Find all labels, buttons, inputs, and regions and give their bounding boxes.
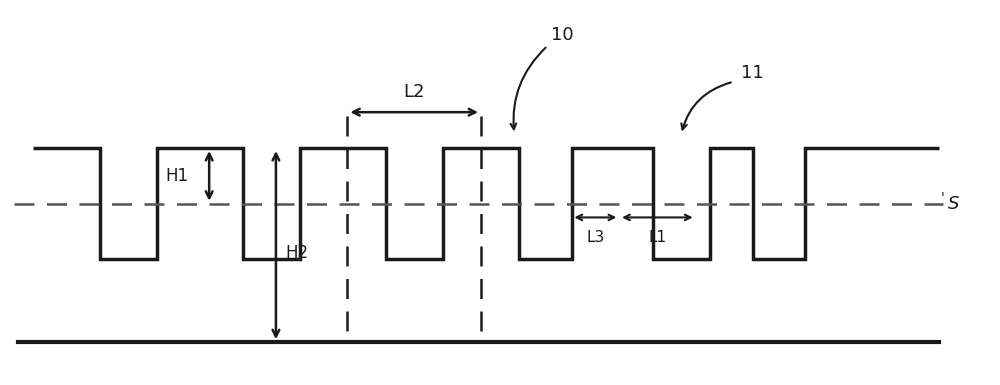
Text: S: S xyxy=(948,194,960,213)
Text: H2: H2 xyxy=(285,244,309,263)
Text: ': ' xyxy=(941,191,944,205)
Text: H1: H1 xyxy=(165,167,188,185)
Text: 10: 10 xyxy=(551,26,573,44)
Text: L2: L2 xyxy=(403,83,425,101)
Text: L3: L3 xyxy=(586,229,604,244)
Text: L1: L1 xyxy=(648,229,666,244)
Text: 11: 11 xyxy=(741,64,764,82)
